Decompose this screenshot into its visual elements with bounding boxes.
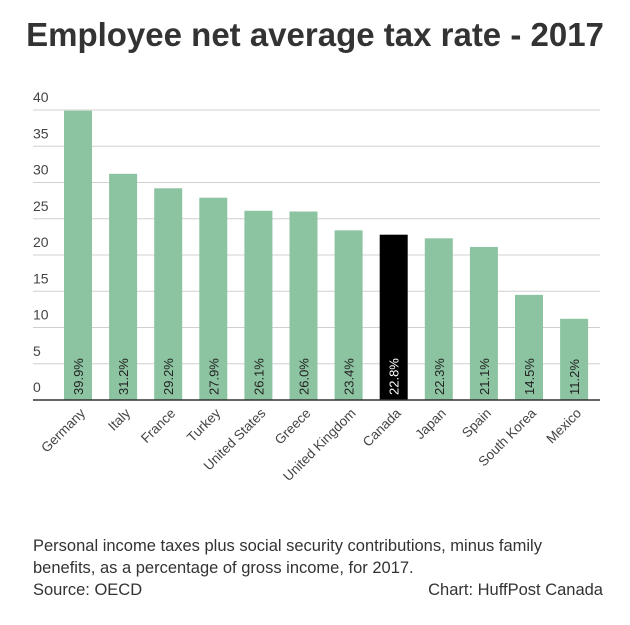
bar-turkey xyxy=(199,197,228,400)
x-tick-label: Greece xyxy=(272,406,314,448)
y-tick-label: 10 xyxy=(33,307,49,323)
chart-title: Employee net average tax rate - 2017 xyxy=(26,16,604,53)
y-tick-label: 0 xyxy=(33,379,41,395)
x-tick-label: Mexico xyxy=(543,406,584,447)
chart-source: Source: OECD xyxy=(33,581,143,599)
data-label: 23.4% xyxy=(342,358,357,395)
data-label: 39.9% xyxy=(71,358,86,395)
y-tick-label: 30 xyxy=(33,162,49,178)
y-tick-label: 25 xyxy=(33,198,49,214)
bar-canada xyxy=(379,234,408,400)
bar-germany xyxy=(64,110,92,400)
data-label: 29.2% xyxy=(161,358,176,395)
chart-credit: Chart: HuffPost Canada xyxy=(428,581,603,599)
data-label: 14.5% xyxy=(522,358,537,395)
bar-italy xyxy=(109,173,138,400)
bar-united-states xyxy=(244,210,273,400)
data-label: 27.9% xyxy=(206,358,221,395)
footer-row: Source: OECD Chart: HuffPost Canada xyxy=(33,579,603,601)
bar-south-korea xyxy=(515,294,543,400)
bar-greece xyxy=(289,211,318,400)
data-label: 22.3% xyxy=(432,358,447,395)
chart-description: Personal income taxes plus social securi… xyxy=(33,537,542,577)
bar-france xyxy=(154,188,183,400)
data-label: 21.1% xyxy=(477,358,492,395)
bar-japan xyxy=(424,238,453,400)
bar-mexico xyxy=(560,318,589,400)
data-label: 26.1% xyxy=(251,358,266,395)
bar-spain xyxy=(469,247,498,400)
bar-chart: 0 5 10 15 20 25 30 35 40 39.9% Germany 31.2% Italy 29… xyxy=(33,89,600,484)
x-tick-label: Germany xyxy=(38,405,88,455)
x-tick-label: Italy xyxy=(105,405,133,433)
data-label: 22.8% xyxy=(387,358,402,395)
bar-united-kingdom xyxy=(334,230,363,400)
y-tick-label: 5 xyxy=(33,343,41,359)
x-tick-label: Spain xyxy=(459,406,494,441)
x-tick-label: Japan xyxy=(412,406,449,443)
data-label: 26.0% xyxy=(297,358,312,395)
data-label: 11.2% xyxy=(567,359,582,395)
data-label: 31.2% xyxy=(116,358,131,395)
y-tick-label: 40 xyxy=(33,89,49,105)
x-tick-label: France xyxy=(138,406,178,446)
y-tick-label: 20 xyxy=(33,234,49,250)
y-tick-label: 15 xyxy=(33,270,49,286)
chart-footer: Personal income taxes plus social securi… xyxy=(33,535,603,601)
x-tick-label: Canada xyxy=(360,405,404,449)
x-tick-label: Turkey xyxy=(184,405,224,445)
y-tick-label: 35 xyxy=(33,125,49,141)
